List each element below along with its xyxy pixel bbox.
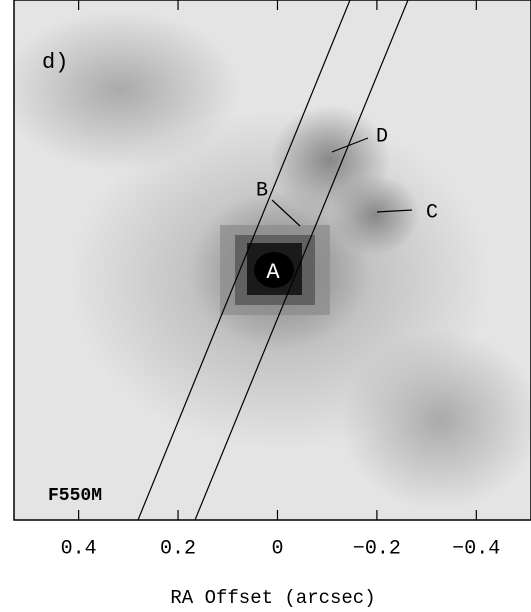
x-tick-label: 0: [271, 537, 283, 560]
annotation: C: [426, 201, 438, 224]
x-axis-label: RA Offset (arcsec): [170, 587, 375, 609]
x-tick-label: 0.2: [160, 537, 196, 560]
x-tick-label: −0.2: [353, 537, 401, 560]
x-tick-label: −0.4: [452, 537, 500, 560]
annotation: D: [376, 125, 388, 148]
image: [14, 0, 531, 520]
annotation: B: [256, 179, 268, 202]
frame: [13, 0, 531, 521]
annotation: A: [266, 260, 280, 285]
filter-label: F550M: [48, 486, 102, 506]
x-tick-label: 0.4: [61, 537, 97, 560]
panel-label: d): [42, 50, 68, 75]
